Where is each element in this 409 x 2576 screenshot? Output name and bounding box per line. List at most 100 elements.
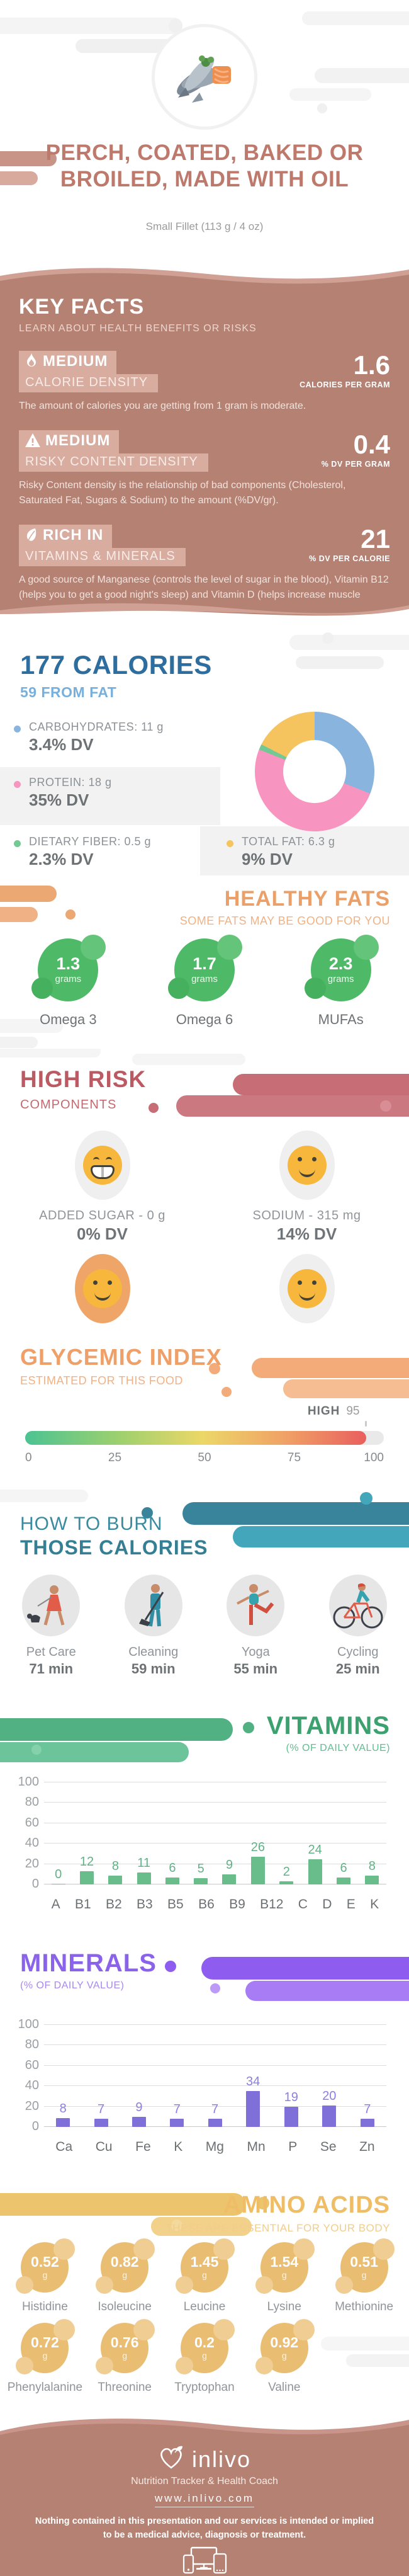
deco-blob <box>0 907 38 922</box>
glycemic-scale: 0 25 50 75 100 <box>25 1451 384 1465</box>
fact-rich-in: RICH IN VITAMINS & MINERALS 21 % DV PER … <box>19 525 390 566</box>
vitamins-subtitle: (% OF DAILY VALUE) <box>286 1743 390 1753</box>
activity-time: 55 min <box>233 1661 278 1677</box>
cycling-activity: Cycling 25 min <box>311 1575 405 1677</box>
amino-blob: 1.45 g <box>175 2238 235 2294</box>
xlabel: P <box>288 2140 298 2154</box>
ytick: 100 <box>18 2017 39 2031</box>
bar-value: 7 <box>97 2102 105 2117</box>
vitamin-bar <box>51 1883 65 1884</box>
high-risk-section: HIGH RISK COMPONENTS ADDED SUGAR - 0 g 0… <box>0 1049 409 1329</box>
added-sugar-dv: 0% DV <box>77 1224 128 1243</box>
xlabel: B5 <box>167 1897 184 1912</box>
legend-dv: 35% DV <box>29 790 89 809</box>
mufas-unit: grams <box>327 974 354 984</box>
gridline: 20 <box>25 2099 386 2113</box>
legend-label: PROTEIN: 18 g <box>29 776 112 789</box>
legend-label: DIETARY FIBER: 0.5 g <box>29 835 152 848</box>
footer-disclaimer: Nothing contained in this presentation a… <box>35 2516 374 2540</box>
bar-value: 7 <box>364 2102 371 2117</box>
bar-value: 8 <box>368 1859 376 1873</box>
fact-level: MEDIUM <box>43 353 108 370</box>
gridline: 40 <box>25 2078 386 2092</box>
added-sugar-item: ADDED SUGAR - 0 g 0% DV <box>0 1131 204 1244</box>
amino-value: 1.45 <box>190 2254 219 2270</box>
tryptophan-item: 0.2 g Tryptophan <box>165 2319 245 2395</box>
mineral-bar <box>56 2117 70 2127</box>
threonine-item: 0.76 g Threonine <box>85 2319 165 2395</box>
bar-value: 34 <box>245 2075 261 2089</box>
amino-blob: 0.72 g <box>16 2319 76 2374</box>
cycling-icon <box>328 1575 387 1636</box>
mufas-label: MUFAs <box>318 1012 364 1027</box>
face-bg <box>279 1254 335 1323</box>
amino-value: 0.72 <box>31 2334 59 2351</box>
minerals-header: MINERALS (% OF DAILY VALUE) <box>20 1949 157 1992</box>
burn-title-line2: THOSE CALORIES <box>20 1536 208 1559</box>
amino-value: 0.51 <box>350 2254 378 2270</box>
bar-value: 19 <box>284 2090 298 2104</box>
bar-value: 9 <box>135 2100 143 2114</box>
fact-description: Risky Content density is the relationshi… <box>19 480 346 506</box>
website-link[interactable]: www.inlivo.com <box>154 2492 255 2507</box>
legend-dv: 3.4% DV <box>29 735 94 754</box>
fact-calorie-density: MEDIUM CALORIE DENSITY 1.6 CALORIES PER … <box>19 351 390 392</box>
bar-value: 7 <box>211 2102 219 2117</box>
ytick: 0 <box>31 1877 39 1891</box>
legend-label: CARBOHYDRATES: 11 g <box>29 721 164 733</box>
legend-carbohydrates: CARBOHYDRATES: 11 g 3.4% DV <box>0 712 218 755</box>
bar-value: 11 <box>137 1855 151 1870</box>
activity-time: 59 min <box>131 1661 176 1677</box>
scale-tick: 50 <box>198 1451 211 1464</box>
deco-dot <box>31 1745 42 1755</box>
omega6-item: 1.7 grams Omega 6 <box>157 935 252 1028</box>
ytick: 100 <box>18 1775 39 1789</box>
xlabel: B3 <box>137 1897 153 1912</box>
key-facts-title: KEY FACTS <box>19 295 145 319</box>
deco-blob <box>321 2337 409 2351</box>
deco-blob <box>289 635 409 650</box>
yoga-icon <box>227 1575 285 1636</box>
deco-blob <box>289 88 371 101</box>
vitamin-bar <box>365 1875 379 1884</box>
bar-value: 7 <box>173 2102 181 2117</box>
deco-dot <box>142 1507 153 1519</box>
amino-label: Methionine <box>335 2300 394 2313</box>
green-blob: 1.3 grams <box>31 935 106 1001</box>
deco-blob <box>0 1019 63 1033</box>
grin-face-icon <box>82 1146 122 1185</box>
xlabel: B1 <box>75 1897 91 1912</box>
deco-blob <box>283 1379 409 1398</box>
mufas-item: 2.3 grams MUFAs <box>294 935 388 1028</box>
amino-blob: 0.51 g <box>335 2238 395 2294</box>
ytick: 60 <box>25 2058 39 2072</box>
deco-blob <box>315 68 409 83</box>
deco-blob <box>132 1054 245 1065</box>
deco-blob <box>245 1981 409 2001</box>
amino-value: 0.92 <box>270 2334 299 2351</box>
amino-unit: g <box>202 2351 207 2361</box>
mineral-bar <box>246 2091 261 2127</box>
glycemic-title: GLYCEMIC INDEX <box>20 1344 222 1370</box>
xlabel: B6 <box>198 1897 215 1912</box>
cleaning-icon <box>124 1575 182 1636</box>
mineral-x-labels: Ca Cu Fe K Mg Mn P Se Zn <box>44 2140 386 2155</box>
amino-label: Leucine <box>183 2300 226 2313</box>
ytick: 80 <box>25 1795 39 1809</box>
fact-level-tag: MEDIUM <box>19 351 117 374</box>
yoga-activity: Yoga 55 min <box>208 1575 303 1677</box>
key-facts-section: KEY FACTS LEARN ABOUT HEALTH BENEFITS OR… <box>0 265 409 601</box>
wave-footer-top <box>0 2412 409 2439</box>
fact-level: MEDIUM <box>45 432 111 449</box>
bar-value: 9 <box>225 1857 233 1872</box>
vitamin-bar <box>337 1877 351 1884</box>
ytick: 20 <box>25 1856 39 1871</box>
deco-dot <box>171 2220 182 2231</box>
amino-blob: 0.52 g <box>16 2238 76 2294</box>
glycemic-marker <box>364 1421 367 1427</box>
fact-name: CALORIE DENSITY <box>19 374 159 392</box>
deco-dot <box>165 1961 176 1972</box>
bar-value: 0 <box>55 1867 62 1881</box>
footer-tagline: Nutrition Tracker & Health Coach <box>131 2476 278 2487</box>
deco-dot <box>257 2197 269 2209</box>
